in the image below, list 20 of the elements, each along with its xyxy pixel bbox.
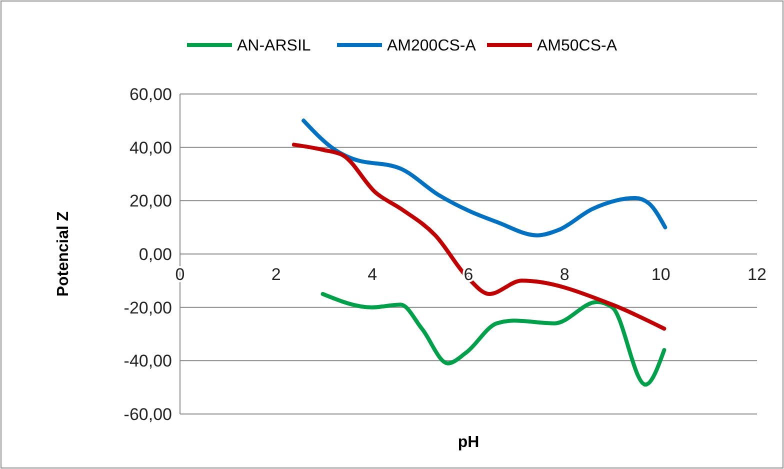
line-series: [302, 118, 668, 238]
x-tick-label: 4: [368, 264, 378, 284]
y-tick-label: 20,00: [129, 192, 172, 211]
y-tick-label: 60,00: [129, 84, 172, 104]
y-tick-label: -20,00: [124, 298, 172, 318]
legend-label: AM50CS-A: [537, 38, 618, 55]
y-axis-title: Potencial Z: [55, 211, 72, 297]
legend-label: AM200CS-A: [387, 38, 476, 55]
x-tick-label: 2: [271, 264, 281, 284]
y-tick-label: 0,00: [138, 244, 172, 264]
y-tick-label: 40,00: [129, 138, 172, 158]
legend-label: AN-ARSIL: [237, 38, 311, 55]
y-tick-label: -60,00: [124, 404, 172, 424]
x-tick-label: 12: [748, 264, 766, 284]
line-series: [320, 292, 666, 387]
y-tick-label: -40,00: [124, 352, 172, 371]
x-tick-label: 10: [651, 264, 670, 284]
x-axis-title: pH: [458, 434, 480, 451]
x-tick-label: 0: [175, 264, 185, 284]
x-tick-label: 8: [560, 264, 570, 284]
